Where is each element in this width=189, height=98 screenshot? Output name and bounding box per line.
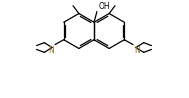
Text: OH: OH — [99, 2, 111, 11]
Text: N: N — [134, 46, 140, 55]
Text: N: N — [48, 46, 54, 55]
